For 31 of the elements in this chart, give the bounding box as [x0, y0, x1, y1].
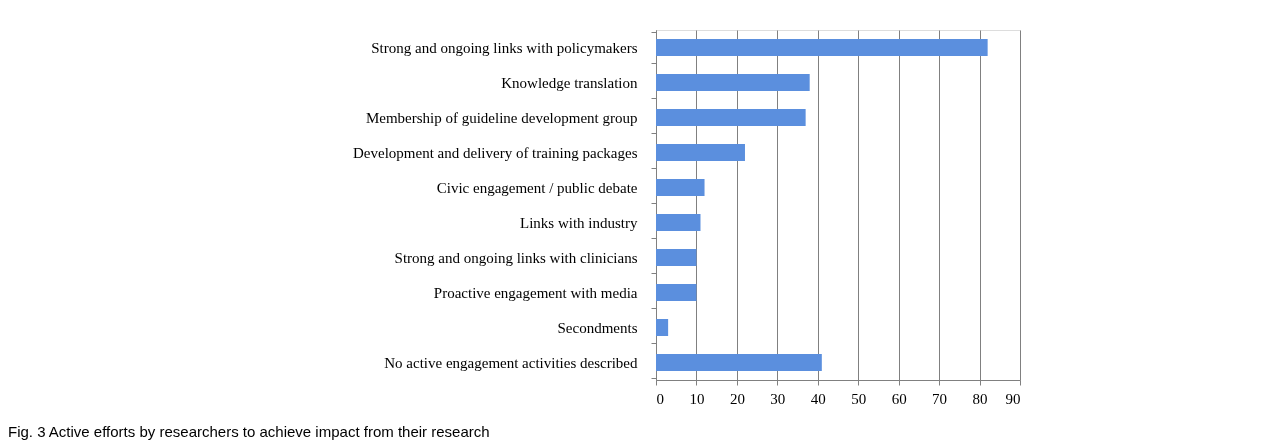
- x-tick-label: 50: [851, 390, 867, 407]
- bar: [656, 249, 697, 266]
- y-tick-label: Strong and ongoing links with policymakers: [371, 40, 638, 56]
- y-tick-label: Membership of guideline development group: [365, 110, 638, 126]
- y-tick-label: Knowledge translation: [501, 75, 638, 91]
- bar: [656, 74, 810, 91]
- bar: [656, 354, 822, 371]
- y-tick-label: Civic engagement / public debate: [436, 180, 638, 196]
- bar: [656, 39, 988, 56]
- bar: [656, 179, 705, 196]
- x-tick-label: 80: [972, 390, 988, 407]
- x-tick-label: 20: [729, 390, 745, 407]
- x-tick-label: 70: [932, 390, 948, 407]
- x-tick-label: 10: [689, 390, 705, 407]
- y-tick-label: Proactive engagement with media: [433, 285, 638, 301]
- y-tick-label: Secondments: [557, 320, 638, 336]
- x-tick-label: 0: [656, 390, 664, 407]
- y-tick-label: Strong and ongoing links with clinicians: [394, 250, 638, 266]
- bar: [656, 144, 745, 161]
- bar: [656, 319, 669, 336]
- x-tick-label: 90: [1005, 390, 1021, 407]
- caption: Fig. 3 Active efforts by researchers to achieve impact from their research: [8, 423, 490, 440]
- x-tick-label: 40: [810, 390, 826, 407]
- y-tick-label: Links with industry: [519, 215, 638, 231]
- bar: [656, 284, 697, 301]
- x-tick-label: 60: [891, 390, 907, 407]
- bar: [656, 109, 806, 126]
- bar: [656, 214, 701, 231]
- y-tick-label: Development and delivery of training packages: [353, 145, 638, 161]
- y-tick-label: No active engagement activities described: [384, 355, 638, 371]
- x-tick-label: 30: [770, 390, 786, 407]
